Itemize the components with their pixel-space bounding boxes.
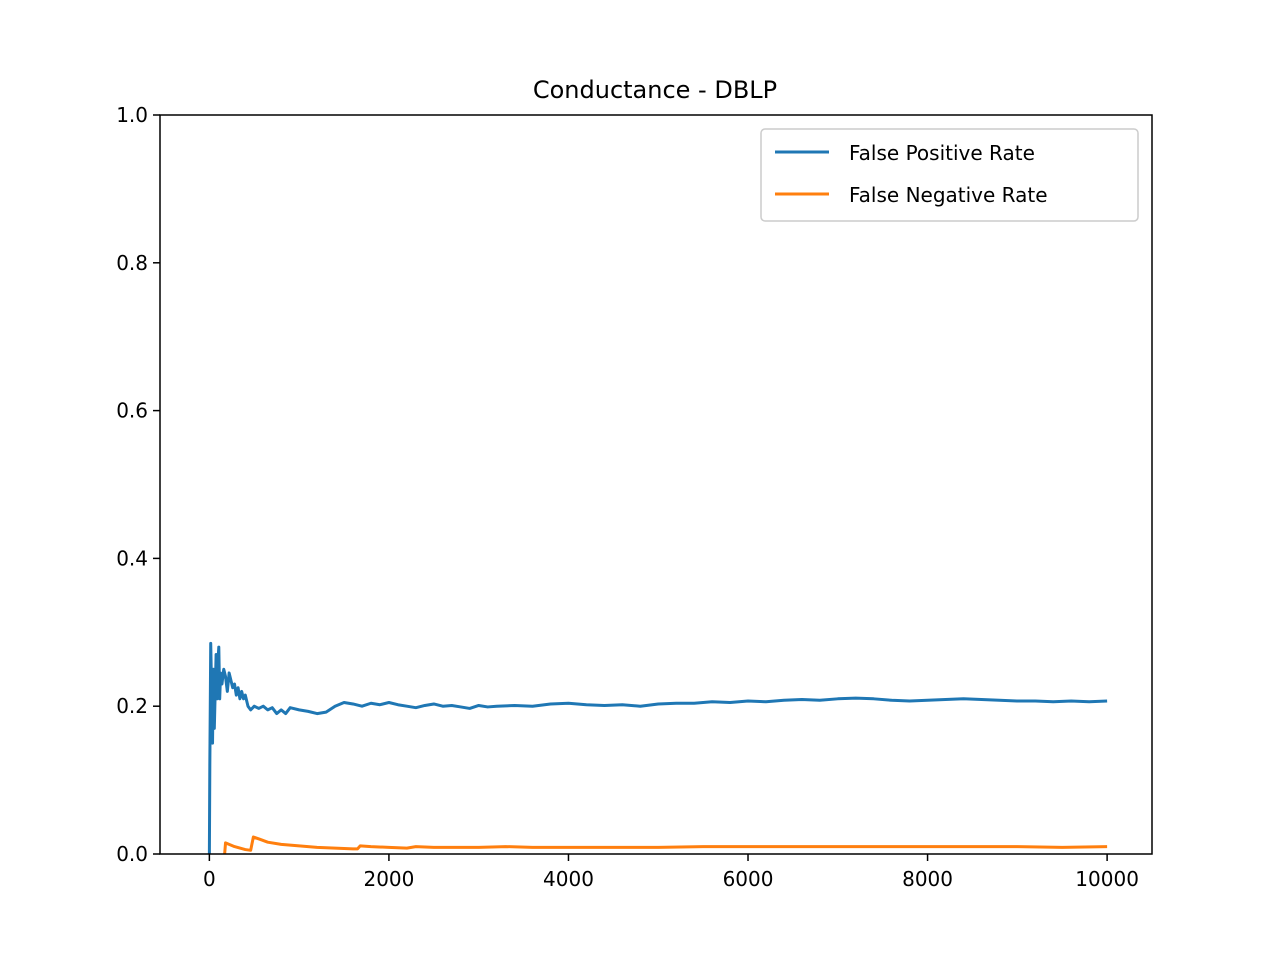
y-axis: 0.0 0.2 0.4 0.6 0.8 1.0 bbox=[116, 103, 160, 866]
y-tick-label: 1.0 bbox=[116, 103, 148, 127]
series-line-false-positive-rate bbox=[207, 641, 1108, 855]
x-axis: 0 2000 4000 6000 8000 10000 bbox=[203, 854, 1139, 891]
chart-title: Conductance - DBLP bbox=[533, 76, 777, 104]
legend-box bbox=[760, 128, 1139, 222]
x-tick-label: 0 bbox=[203, 867, 216, 891]
legend: False Positive Rate False Negative Rate bbox=[760, 128, 1139, 222]
y-tick-label: 0.4 bbox=[116, 546, 148, 570]
x-tick-label: 10000 bbox=[1075, 867, 1139, 891]
plot-frame bbox=[159, 114, 1153, 855]
y-tick-label: 0.2 bbox=[116, 694, 148, 718]
x-tick-label: 4000 bbox=[543, 867, 594, 891]
series-line-false-negative-rate bbox=[223, 835, 1108, 855]
y-tick-label: 0.8 bbox=[116, 251, 148, 275]
x-tick-label: 8000 bbox=[902, 867, 953, 891]
y-tick-label: 0.0 bbox=[116, 842, 148, 866]
plot-series bbox=[207, 641, 1108, 855]
legend-label-false-positive-rate: False Positive Rate bbox=[849, 141, 1035, 165]
y-tick-label: 0.6 bbox=[116, 399, 148, 423]
x-tick-label: 2000 bbox=[363, 867, 414, 891]
x-tick-label: 6000 bbox=[723, 867, 774, 891]
legend-label-false-negative-rate: False Negative Rate bbox=[849, 183, 1048, 207]
